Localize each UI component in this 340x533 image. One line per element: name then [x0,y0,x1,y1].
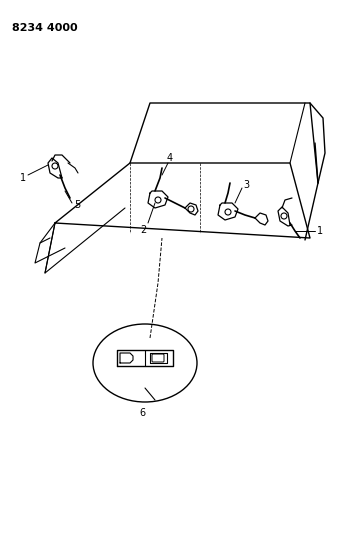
Text: 2: 2 [140,225,146,235]
Text: 4: 4 [167,153,173,163]
Text: 6: 6 [139,408,145,418]
Text: 5: 5 [74,200,80,210]
Text: 3: 3 [243,180,249,190]
Text: 8234 4000: 8234 4000 [12,23,78,33]
Text: 1: 1 [317,226,323,236]
Text: 1: 1 [20,173,26,183]
